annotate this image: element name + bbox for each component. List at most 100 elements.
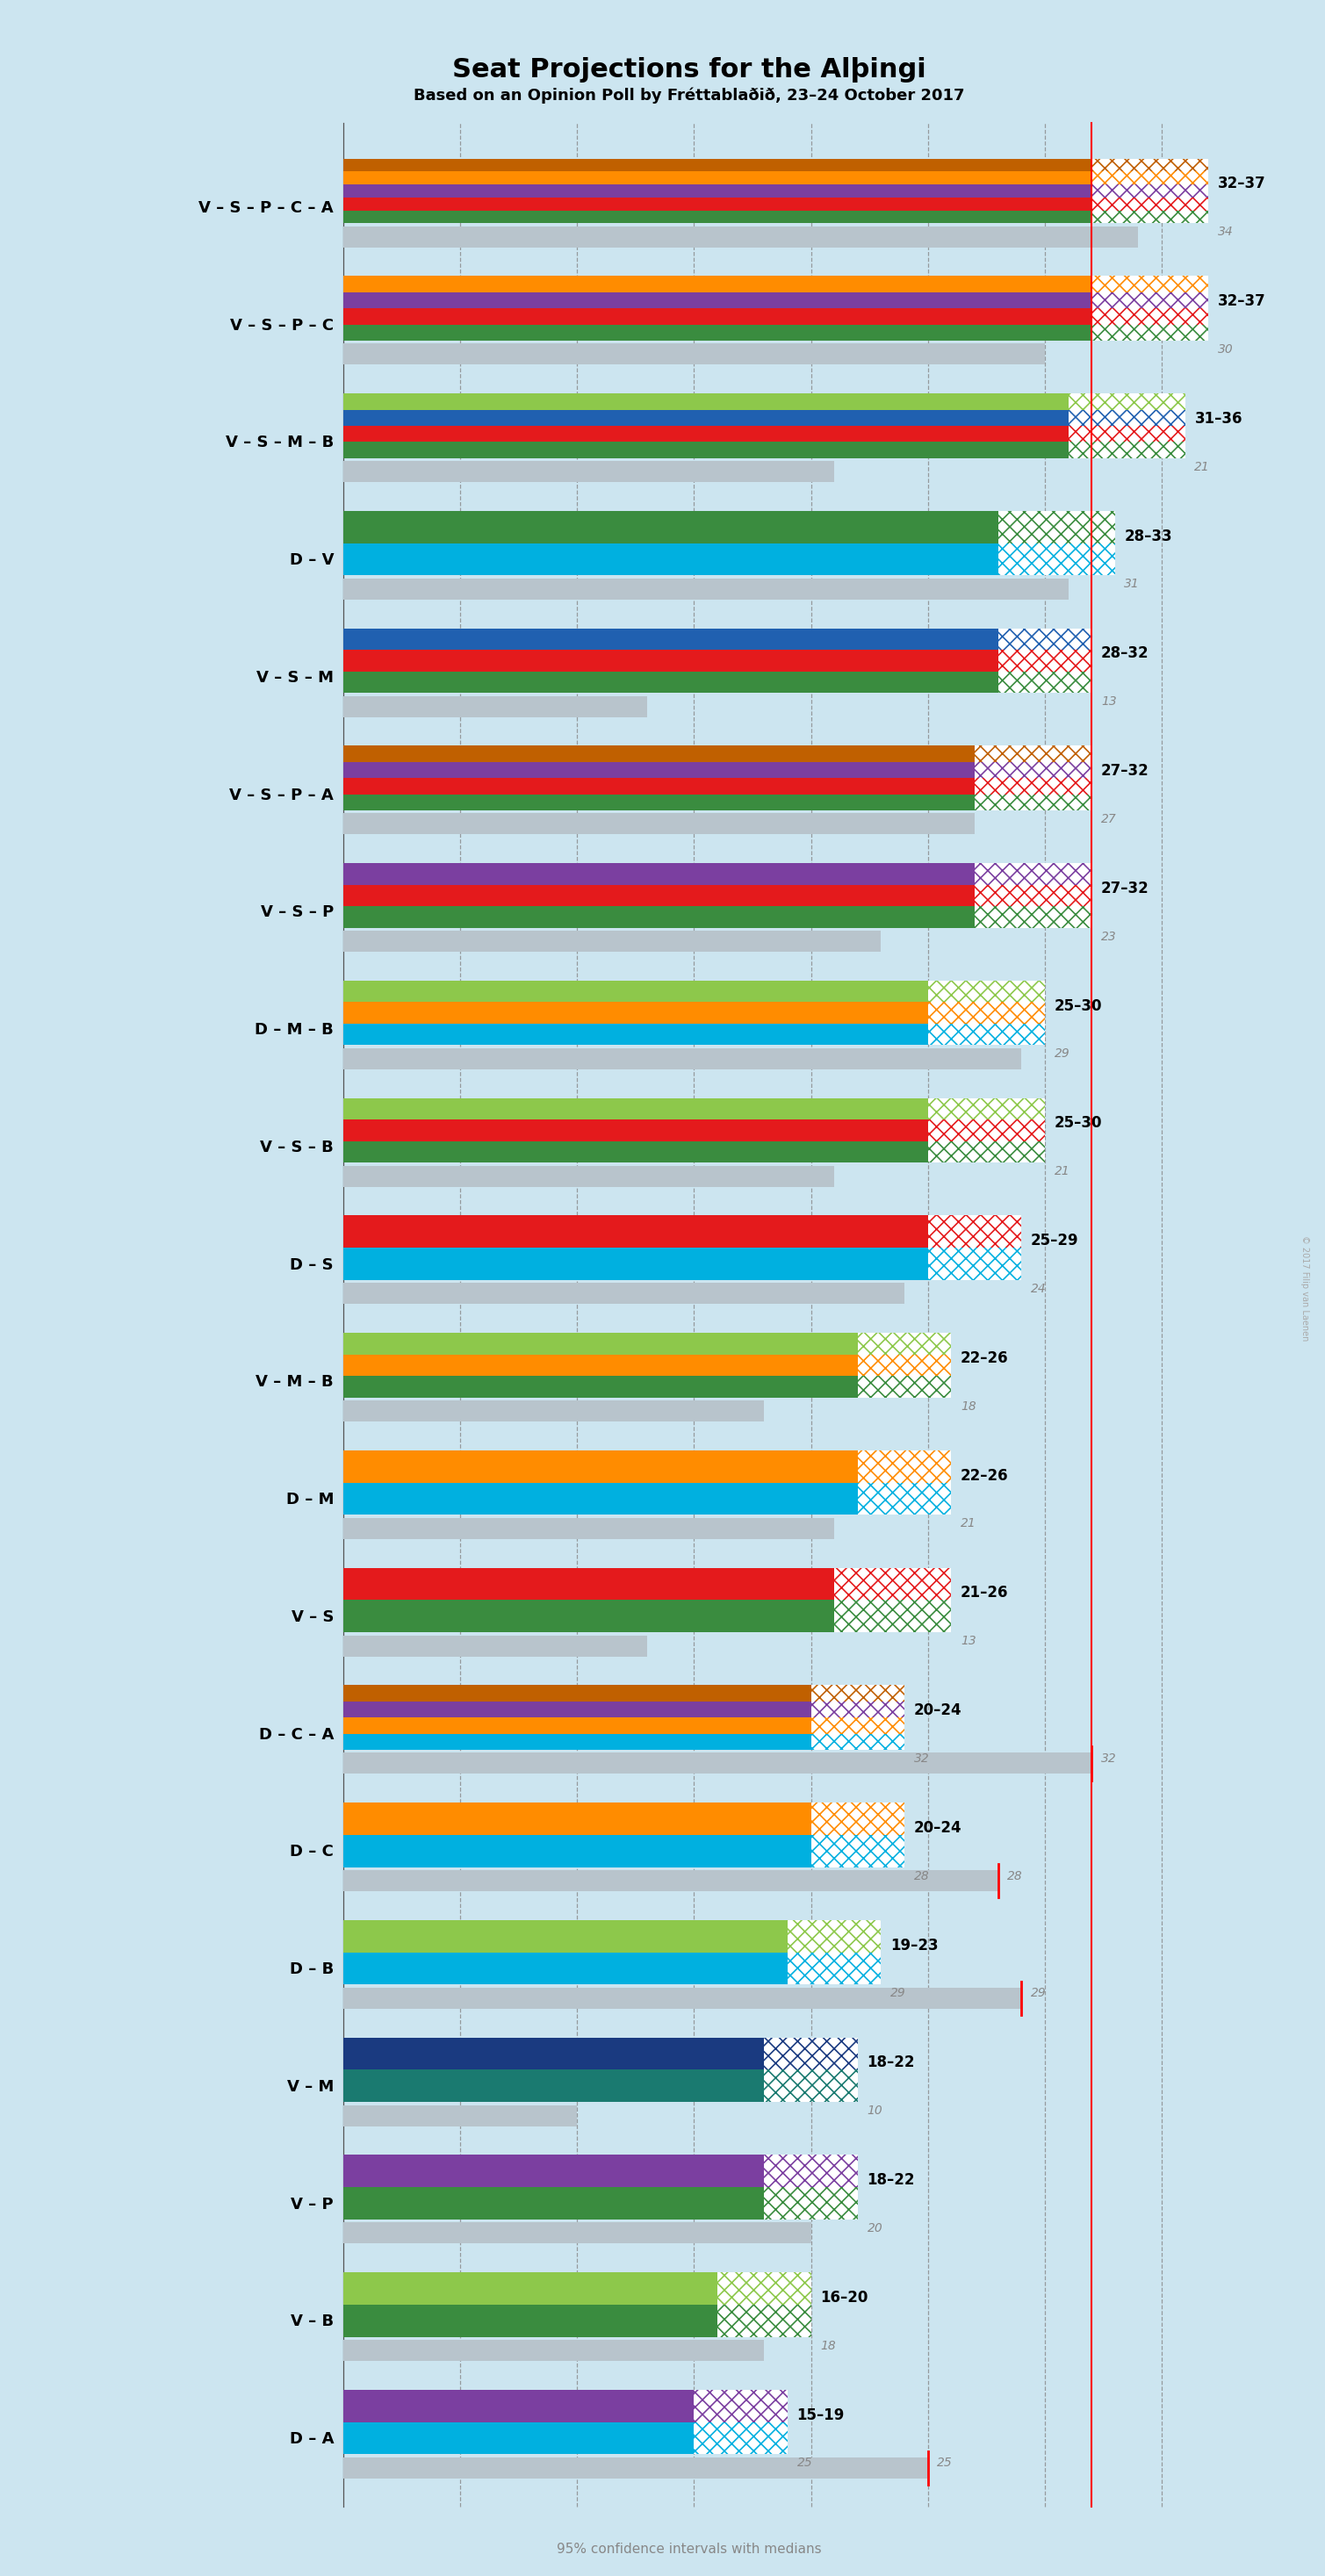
Text: 18–22: 18–22 [867,2056,914,2071]
Text: 25–29: 25–29 [1031,1234,1079,1249]
Bar [343,1141,1045,1162]
Bar [343,672,1092,693]
Text: 29: 29 [1055,1048,1069,1061]
Bar [343,291,1208,309]
Bar [343,425,1185,443]
Bar [343,2156,857,2187]
Bar [343,276,1208,291]
Bar [811,1685,905,1749]
Bar [1068,425,1185,443]
Bar [975,762,1092,778]
Bar [343,1332,951,1355]
Bar [343,884,1092,907]
Bar [1092,185,1208,198]
Bar [343,1569,951,1600]
Bar [811,1803,905,1868]
Text: 27–32: 27–32 [1101,762,1149,778]
Bar [1092,291,1208,309]
Text: D – V: D – V [289,551,334,569]
Text: 25–30: 25–30 [1055,1115,1102,1131]
Text: 27: 27 [1101,814,1117,824]
Text: D – C: D – C [290,1844,334,1860]
Bar [343,394,1185,410]
Text: D – M: D – M [286,1492,334,1507]
Bar [928,1097,1045,1162]
Bar [343,343,1045,366]
Bar [765,2069,857,2102]
Text: 13: 13 [961,1636,977,1646]
Bar [343,173,1208,185]
Bar [343,778,1092,793]
Bar [765,2038,857,2102]
Bar [811,1734,905,1749]
Bar [998,510,1114,544]
Text: 25–30: 25–30 [1055,997,1102,1015]
Text: 13: 13 [1101,696,1117,708]
Bar [343,325,1208,340]
Bar [787,1953,881,1984]
Bar [811,1685,905,1700]
Bar [343,544,1114,574]
Bar [765,2187,857,2221]
Text: 16–20: 16–20 [820,2290,868,2306]
Bar [343,227,1138,247]
Bar [811,1803,905,1834]
Bar [343,696,647,716]
Text: 27–32: 27–32 [1101,881,1149,896]
Text: V – S – P – C – A: V – S – P – C – A [199,201,334,216]
Text: 10: 10 [867,2105,882,2117]
Text: V – S – M: V – S – M [257,670,334,685]
Text: © 2017 Filip van Laenen: © 2017 Filip van Laenen [1301,1234,1309,1342]
Text: 21: 21 [1195,461,1210,474]
Bar [975,793,1092,811]
Bar [857,1376,951,1396]
Bar [343,2069,857,2102]
Text: 20: 20 [867,2223,882,2233]
Bar [1092,325,1208,340]
Bar [343,198,1208,211]
Text: 28: 28 [1007,1870,1023,1883]
Bar [998,629,1092,693]
Bar [343,1517,835,1538]
Text: 21–26: 21–26 [961,1584,1008,1600]
Bar [975,863,1092,884]
Bar [811,1700,905,1718]
Text: 32: 32 [1101,1752,1117,1765]
Bar [343,814,975,835]
Bar [1068,394,1185,459]
Bar [975,884,1092,907]
Bar [998,544,1114,574]
Bar [343,1002,1045,1023]
Bar [343,793,1092,811]
Bar [787,1919,881,1953]
Text: 28: 28 [914,1870,929,1883]
Text: 21: 21 [1055,1164,1069,1177]
Bar [811,1834,905,1868]
Bar [343,1216,1022,1247]
Bar [343,1834,905,1868]
Bar [343,1484,951,1515]
Bar [343,1734,905,1749]
Bar [343,2223,811,2244]
Bar [998,510,1114,574]
Text: V – B: V – B [290,2313,334,2329]
Bar [1068,394,1185,410]
Bar [343,649,1092,672]
Bar [1092,173,1208,185]
Bar [343,1953,881,1984]
Bar [343,747,1092,762]
Bar [343,1919,881,1953]
Text: 95% confidence intervals with medians: 95% confidence intervals with medians [556,2543,821,2555]
Bar [343,981,1045,1002]
Bar [343,2458,928,2478]
Bar [343,1989,1022,2009]
Text: 21: 21 [961,1517,977,1530]
Bar [998,672,1092,693]
Bar [343,443,1185,459]
Text: 28–33: 28–33 [1125,528,1173,544]
Bar [1092,160,1208,224]
Text: 19–23: 19–23 [890,1937,938,1953]
Text: 28–32: 28–32 [1101,647,1149,662]
Bar [975,863,1092,927]
Bar [787,1919,881,1984]
